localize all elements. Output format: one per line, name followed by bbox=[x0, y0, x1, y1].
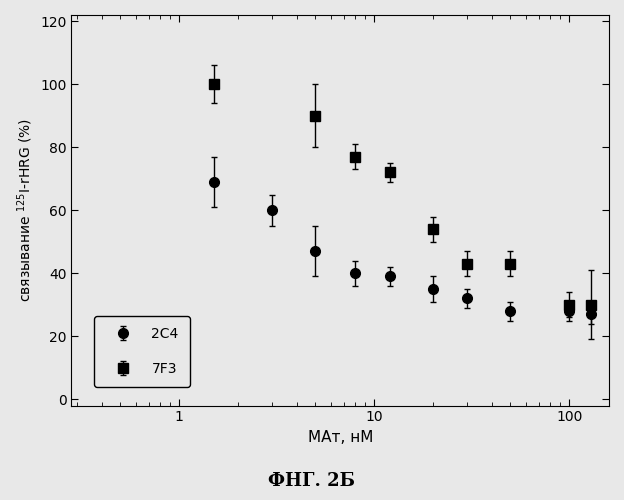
Y-axis label: связывание $^{125}$I-rHRG (%): связывание $^{125}$I-rHRG (%) bbox=[15, 118, 34, 302]
X-axis label: МАт, нМ: МАт, нМ bbox=[308, 430, 373, 445]
Legend: 2C4, 7F3: 2C4, 7F3 bbox=[94, 316, 190, 387]
Text: ФНГ. 2Б: ФНГ. 2Б bbox=[268, 472, 356, 490]
